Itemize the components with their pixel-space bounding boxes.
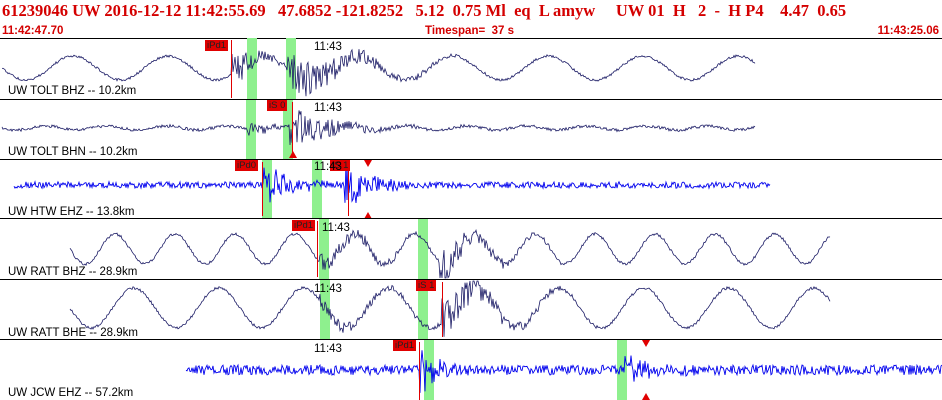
trace-panel[interactable]: iS 0 11:43 UW TOLT BHN -- 10.2km [0,100,942,160]
pick-flag[interactable]: iPd0 [235,160,259,171]
arrival-marker [642,340,650,347]
time-marker-label: 11:43 [314,41,342,53]
pick-flag[interactable]: iPd1 [205,40,229,51]
waveform-line [1,110,756,146]
pick-line [419,342,420,400]
arrival-marker [364,212,372,218]
pick-line [231,40,232,98]
pick-flag[interactable]: iS 1 [416,280,437,291]
pick-line [442,282,443,337]
trace-panel[interactable]: iPd0 iS 1 11:43 UW HTW EHZ -- 13.8km [0,160,942,219]
pick-line [262,162,263,216]
waveform [69,280,831,337]
trace-panel[interactable]: iS 1 11:43 UW RATT BHE -- 28.9km [0,280,942,340]
time-marker-label: 11:43 [314,343,342,355]
waveform-line [1,48,756,97]
waveform [1,110,756,146]
phase-window [320,280,330,339]
station-label: UW HTW EHZ -- 13.8km [8,206,135,218]
arrival-marker [642,393,650,400]
waveform-line [185,350,942,393]
station-label: UW RATT BHZ -- 28.9km [8,266,138,278]
trace-panel[interactable]: iPd1 11:43 UW RATT BHZ -- 28.9km [0,219,942,280]
phase-window [418,219,428,279]
station-label: UW TOLT BHZ -- 10.2km [8,85,137,97]
pick-flag[interactable]: iS 0 [267,100,288,111]
station-label: UW JCW EHZ -- 57.2km [8,387,134,399]
pick-line [292,102,293,154]
time-marker-label: 11:43 [314,102,342,114]
waveform [1,48,756,97]
arrival-marker [289,151,297,158]
end-time: 11:43:25.06 [877,25,939,37]
phase-window [418,280,428,339]
phase-window [312,160,322,218]
trace-panel[interactable]: iPd1 11:43 UW TOLT BHZ -- 10.2km [0,38,942,100]
phase-window [319,219,329,279]
time-marker-label: 11:43 [322,222,350,234]
trace-panel[interactable]: iPd1 11:43 UW JCW EHZ -- 57.2km [0,340,942,400]
pick-line [348,162,349,216]
phase-window [424,340,434,400]
waveform-line [13,161,771,203]
pick-flag[interactable]: iS 1 [330,160,351,171]
start-time: 11:42:47.70 [2,25,64,37]
timespan: Timespan= 37 s [425,25,514,37]
phase-window [246,100,256,159]
waveform [69,228,831,279]
pick-flag[interactable]: iPd1 [393,340,417,351]
time-marker-label: 11:43 [314,161,342,173]
station-label: UW TOLT BHN -- 10.2km [8,146,138,158]
event-summary: 61239046 UW 2016-12-12 11:42:55.69 47.68… [2,1,847,20]
waveform-line [69,280,831,337]
waveform [13,161,771,203]
pick-line [317,221,318,277]
waveform-line [69,228,831,279]
arrival-marker [364,160,372,167]
station-label: UW RATT BHE -- 28.9km [8,327,138,339]
event-header: 61239046 UW 2016-12-12 11:42:55.69 47.68… [0,0,942,39]
time-marker-label: 11:43 [314,283,342,295]
pick-flag[interactable]: iPd1 [292,220,316,231]
phase-window [262,160,272,218]
waveform [185,350,942,393]
phase-window [283,100,293,159]
